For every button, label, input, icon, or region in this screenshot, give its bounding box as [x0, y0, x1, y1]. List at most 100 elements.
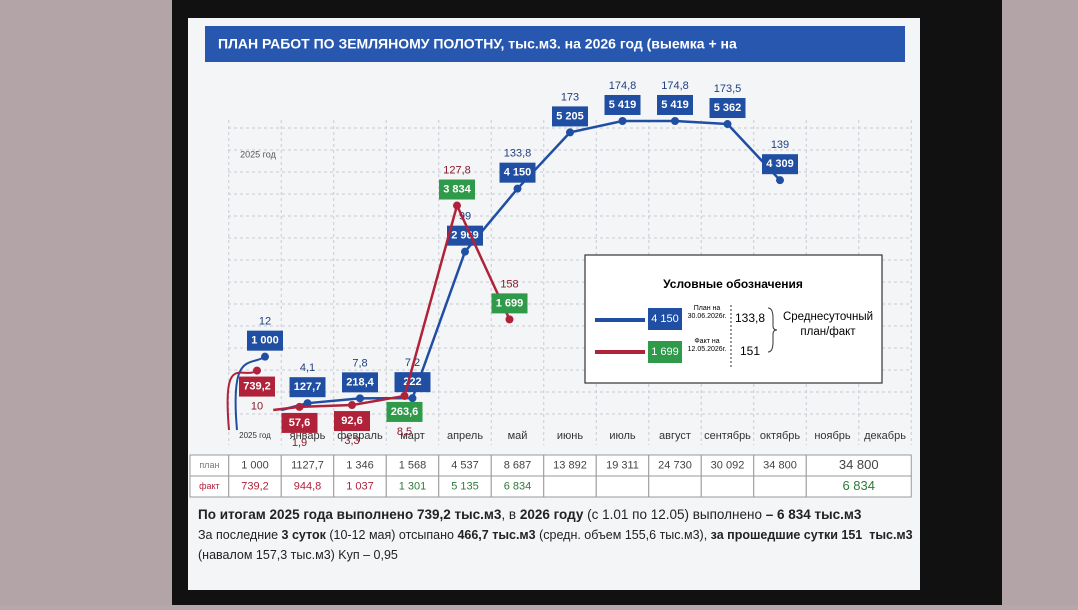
footer-segment: , в	[501, 507, 520, 522]
point	[505, 315, 514, 324]
value-box	[604, 94, 641, 115]
value-box	[342, 372, 378, 393]
legend-plan-note: План на 30.06.2026г.	[688, 305, 727, 320]
daily-label: 139	[771, 139, 789, 151]
daily-label: 133,8	[504, 148, 532, 160]
footer-segment: По итогам 2025 года выполнено	[198, 507, 417, 522]
legend-box-fact	[648, 341, 682, 363]
value-label: 2 969	[451, 230, 479, 242]
value-label: 3 834	[443, 183, 471, 195]
value-box	[491, 293, 528, 314]
x-label: 2025 год	[239, 431, 271, 440]
point	[618, 116, 627, 125]
lead-in	[234, 355, 266, 431]
corner-label: 2025 год	[240, 149, 276, 159]
cell-text: 1 000	[241, 459, 269, 471]
daily-label: 4,1	[300, 362, 315, 374]
point	[261, 352, 269, 361]
cell-text: 1127,7	[291, 459, 324, 471]
legend-box-plan	[648, 308, 682, 330]
cell-text: 1 037	[346, 480, 374, 492]
cell	[805, 475, 912, 498]
daily-label: 174,8	[661, 80, 689, 92]
footer-segment: – 6 834 тыс.м3	[765, 507, 862, 522]
cell-text: 30 092	[711, 459, 745, 471]
value-box	[334, 411, 370, 432]
brace	[767, 307, 778, 353]
series-line	[273, 204, 511, 412]
cell-text: 34 800	[763, 459, 797, 471]
cell	[753, 475, 807, 498]
footer-segment: (с 1.01 по 12.05) выполнено	[583, 507, 766, 522]
x-label: июнь	[557, 430, 583, 442]
x-label: апрель	[447, 430, 483, 442]
value-label: 5 362	[714, 102, 742, 114]
legend-plan-daily: 133,8	[735, 311, 765, 325]
row-label: факт	[199, 481, 220, 491]
footer-line: По итогам 2025 года выполнено 739,2 тыс.…	[198, 505, 913, 525]
point	[356, 394, 364, 403]
footer-segment: 3 суток	[281, 528, 326, 542]
footer-segment: 466,7 тыс.м3	[457, 528, 536, 542]
value-box	[239, 376, 275, 397]
point	[453, 201, 461, 210]
footer-segment: За последние	[198, 528, 282, 542]
point	[295, 402, 304, 411]
cell	[595, 475, 650, 498]
cell-text: 944,8	[294, 480, 322, 492]
title-bar	[205, 26, 905, 62]
daily-label: 158	[500, 278, 518, 290]
point	[671, 116, 679, 125]
point	[461, 247, 469, 256]
legend-fact-daily: 151	[740, 344, 760, 358]
x-label: сентябрь	[704, 430, 751, 442]
value-label: 127,7	[294, 381, 322, 393]
legend-plan-value: 4 150	[651, 313, 679, 325]
point	[723, 120, 732, 129]
footer-segment: (10-12 мая) отсыпано	[325, 528, 458, 542]
daily-label: 127,8	[443, 164, 471, 176]
value-box	[394, 372, 431, 393]
value-box	[709, 98, 746, 119]
value-box	[247, 330, 283, 351]
x-label: декабрь	[864, 430, 906, 442]
legend-caption: Среднесуточный план/факт	[783, 311, 873, 338]
value-box	[289, 377, 326, 398]
cell-text: 739,2	[241, 480, 269, 492]
row-label: план	[199, 460, 219, 470]
x-label: июль	[609, 430, 636, 442]
footer-line: (навалом 157,3 тыс.м3) Kуп – 0,95	[198, 545, 913, 565]
value-label: 92,6	[341, 415, 362, 427]
point	[776, 176, 784, 185]
x-label: февраль	[337, 430, 383, 442]
cell	[543, 475, 597, 498]
value-label: 57,6	[289, 417, 310, 429]
value-box	[552, 106, 588, 127]
footer-text: По итогам 2025 года выполнено 739,2 тыс.…	[198, 505, 913, 565]
daily-label: 174,8	[609, 80, 637, 92]
value-label: 1 000	[251, 335, 279, 347]
value-box	[762, 154, 798, 175]
footer-segment: 2026 году	[519, 507, 584, 522]
footer-segment: 739,2 тыс.м3	[416, 507, 502, 522]
value-box	[281, 412, 318, 433]
footer-segment: за прошедшие сутки 151 тыс.м3	[710, 528, 913, 542]
point	[253, 366, 261, 375]
point	[400, 391, 409, 400]
daily-label: 173	[561, 91, 579, 103]
cell-text: 5 135	[451, 480, 479, 492]
daily-label: 173,5	[714, 83, 742, 95]
title: ПЛАН РАБОТ ПО ЗЕМЛЯНОМУ ПОЛОТНУ, тыс.м3.…	[218, 36, 737, 52]
cell-text: 1 301	[399, 480, 427, 492]
cell-text: 1 568	[399, 459, 427, 471]
cell-text: 13 892	[553, 459, 587, 471]
x-label: август	[659, 430, 691, 442]
value-label: 5 419	[609, 99, 637, 111]
footer: По итогам 2025 года выполнено 739,2 тыс.…	[198, 505, 913, 565]
value-box	[499, 162, 536, 183]
daily-label: 10	[251, 400, 263, 412]
point	[408, 394, 417, 403]
x-label: ноябрь	[814, 430, 851, 442]
daily-label: 12	[259, 316, 271, 328]
